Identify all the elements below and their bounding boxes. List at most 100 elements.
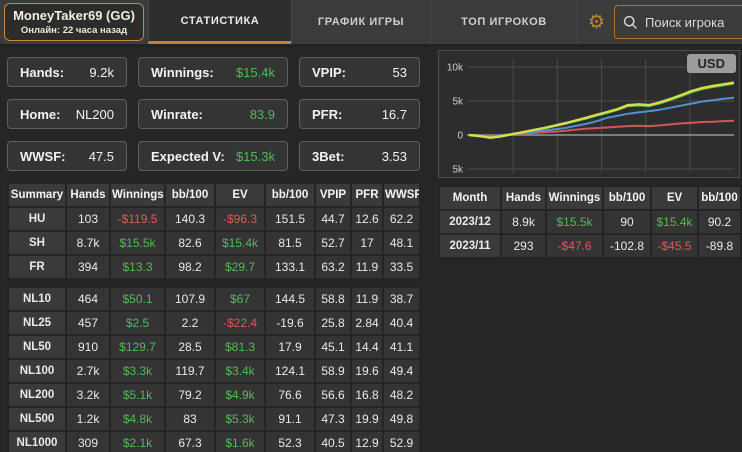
tab-топ-игроков[interactable]: ТОП ИГРОКОВ [430, 0, 578, 44]
search-box[interactable] [614, 5, 742, 39]
cell: $4.8k [109, 406, 166, 432]
cell: 76.6 [264, 382, 316, 408]
stat-label: Winrate: [151, 106, 203, 122]
tab-график-игры[interactable]: ГРАФИК ИГРЫ [291, 0, 430, 44]
cell: $1.6k [214, 430, 266, 452]
currency-toggle-button[interactable]: USD [686, 54, 736, 73]
cell: 79.2 [164, 382, 216, 408]
player-name: MoneyTaker69 (GG) [13, 8, 135, 23]
cell: 44.7 [314, 206, 352, 232]
main-content: Hands: 9.2k Winnings: $15.4k VPIP: 53 Home: NL2… [0, 47, 742, 452]
winnings-graph-svg: 10k 5k 0 5k [447, 59, 735, 176]
column-header-winnings: Winnings [109, 182, 166, 208]
y-tick-label: 0 [457, 131, 463, 142]
row-label: NL25 [7, 310, 67, 336]
row-nl100: NL100 2.7k $3.3k 119.7 $3.4k 124.1 58.9 19.6 49.… [7, 358, 421, 384]
column-header-hands: Hands [65, 182, 111, 208]
player-card[interactable]: MoneyTaker69 (GG) Онлайн: 22 часа назад [4, 3, 144, 41]
search-icon [623, 15, 637, 29]
summary-table: Summary Hands Winnings bb/100 EV bb/100 VPIP PF… [7, 182, 421, 280]
row-label: NL10 [7, 286, 67, 312]
stat-value: 9.2k [89, 64, 114, 80]
stat-value: $15.3k [235, 148, 275, 164]
cell: 90 [602, 209, 652, 235]
column-header-ev: EV [650, 185, 699, 211]
cell: 1.2k [65, 406, 111, 432]
cell: 103 [65, 206, 111, 232]
header-row: Summary Hands Winnings bb/100 EV bb/100 VPIP PF… [7, 182, 421, 208]
tab-статистика[interactable]: СТАТИСТИКА [148, 0, 291, 44]
stat-hands: Hands: 9.2k [7, 57, 127, 87]
cell: $2.5 [109, 310, 166, 336]
row-sh: SH 8.7k $15.5k 82.6 $15.4k 81.5 52.7 17 48.1 [7, 230, 421, 256]
stat-value: 16.7 [381, 106, 407, 122]
cell: $5.1k [109, 382, 166, 408]
row-label: 2023/12 [438, 209, 502, 235]
cell: 33.5 [382, 254, 421, 280]
cell: 83 [164, 406, 216, 432]
cell: $3.4k [214, 358, 266, 384]
cell: 12.9 [350, 430, 384, 452]
cell: $4.9k [214, 382, 266, 408]
row-label: HU [7, 206, 67, 232]
cell: $15.4k [650, 209, 699, 235]
cell: 28.5 [164, 334, 216, 360]
cell: 67.3 [164, 430, 216, 452]
cell: -$47.6 [545, 233, 604, 259]
row-label: FR [7, 254, 67, 280]
cell: 82.6 [164, 230, 216, 256]
row-nl1000: NL1000 309 $2.1k 67.3 $1.6k 52.3 40.5 12.9 52.9 [7, 430, 421, 452]
cell: 17 [350, 230, 384, 256]
cell: $50.1 [109, 286, 166, 312]
row-nl500: NL500 1.2k $4.8k 83 $5.3k 91.1 47.3 19.9 49.8 [7, 406, 421, 432]
cell: 40.4 [382, 310, 421, 336]
cell: 3.2k [65, 382, 111, 408]
yellow-line [468, 81, 735, 139]
cell: 58.9 [314, 358, 352, 384]
cell: 91.1 [264, 406, 316, 432]
cell: 40.5 [314, 430, 352, 452]
stat-value: 3.53 [381, 148, 407, 164]
row-2023-11: 2023/11 293 -$47.6 -102.8 -$45.5 -89.8 [438, 233, 742, 259]
cell: 62.2 [382, 206, 421, 232]
row-hu: HU 103 -$119.5 140.3 -$96.3 151.5 44.7 12.6 62.2 [7, 206, 421, 232]
cell: 17.9 [264, 334, 316, 360]
stat-value: 83.9 [249, 106, 275, 122]
cell: $81.3 [214, 334, 266, 360]
column-header-ev: EV [214, 182, 266, 208]
stat-label: Expected V: [151, 148, 225, 164]
cell: 19.6 [350, 358, 384, 384]
gear-icon[interactable]: ⚙ [588, 10, 606, 33]
stat-label: WWSF: [20, 148, 66, 164]
cell: 151.5 [264, 206, 316, 232]
cell: 8.7k [65, 230, 111, 256]
stat-pfr: PFR: 16.7 [299, 99, 420, 129]
tab-bar: СТАТИСТИКА ГРАФИК ИГРЫ ТОП ИГРОКОВ [148, 0, 578, 44]
cell: 56.6 [314, 382, 352, 408]
winnings-chart[interactable]: USD 10k 5k 0 5k [438, 50, 740, 178]
cell: 49.4 [382, 358, 421, 384]
row-label: NL500 [7, 406, 67, 432]
cell: 63.2 [314, 254, 352, 280]
stat-value: NL200 [75, 106, 114, 122]
cell: 464 [65, 286, 111, 312]
cell: 52.9 [382, 430, 421, 452]
cell: 81.5 [264, 230, 316, 256]
stat-expected-v: Expected V: $15.3k [138, 141, 288, 171]
column-header-wwsf: WWSF [382, 182, 421, 208]
cell: 140.3 [164, 206, 216, 232]
cell: -$45.5 [650, 233, 699, 259]
cell: -19.6 [264, 310, 316, 336]
cell: $29.7 [214, 254, 266, 280]
stat-label: Winnings: [151, 64, 214, 80]
cell: 19.9 [350, 406, 384, 432]
cell: $5.3k [214, 406, 266, 432]
column-header-bb-100: bb/100 [697, 185, 742, 211]
search-input[interactable] [645, 14, 742, 30]
cell: 124.1 [264, 358, 316, 384]
stat-label: Hands: [20, 64, 65, 80]
cell: $15.5k [545, 209, 604, 235]
cell: 58.8 [314, 286, 352, 312]
row-2023-12: 2023/12 8.9k $15.5k 90 $15.4k 90.2 [438, 209, 742, 235]
player-online-status: Онлайн: 22 часа назад [20, 25, 128, 36]
